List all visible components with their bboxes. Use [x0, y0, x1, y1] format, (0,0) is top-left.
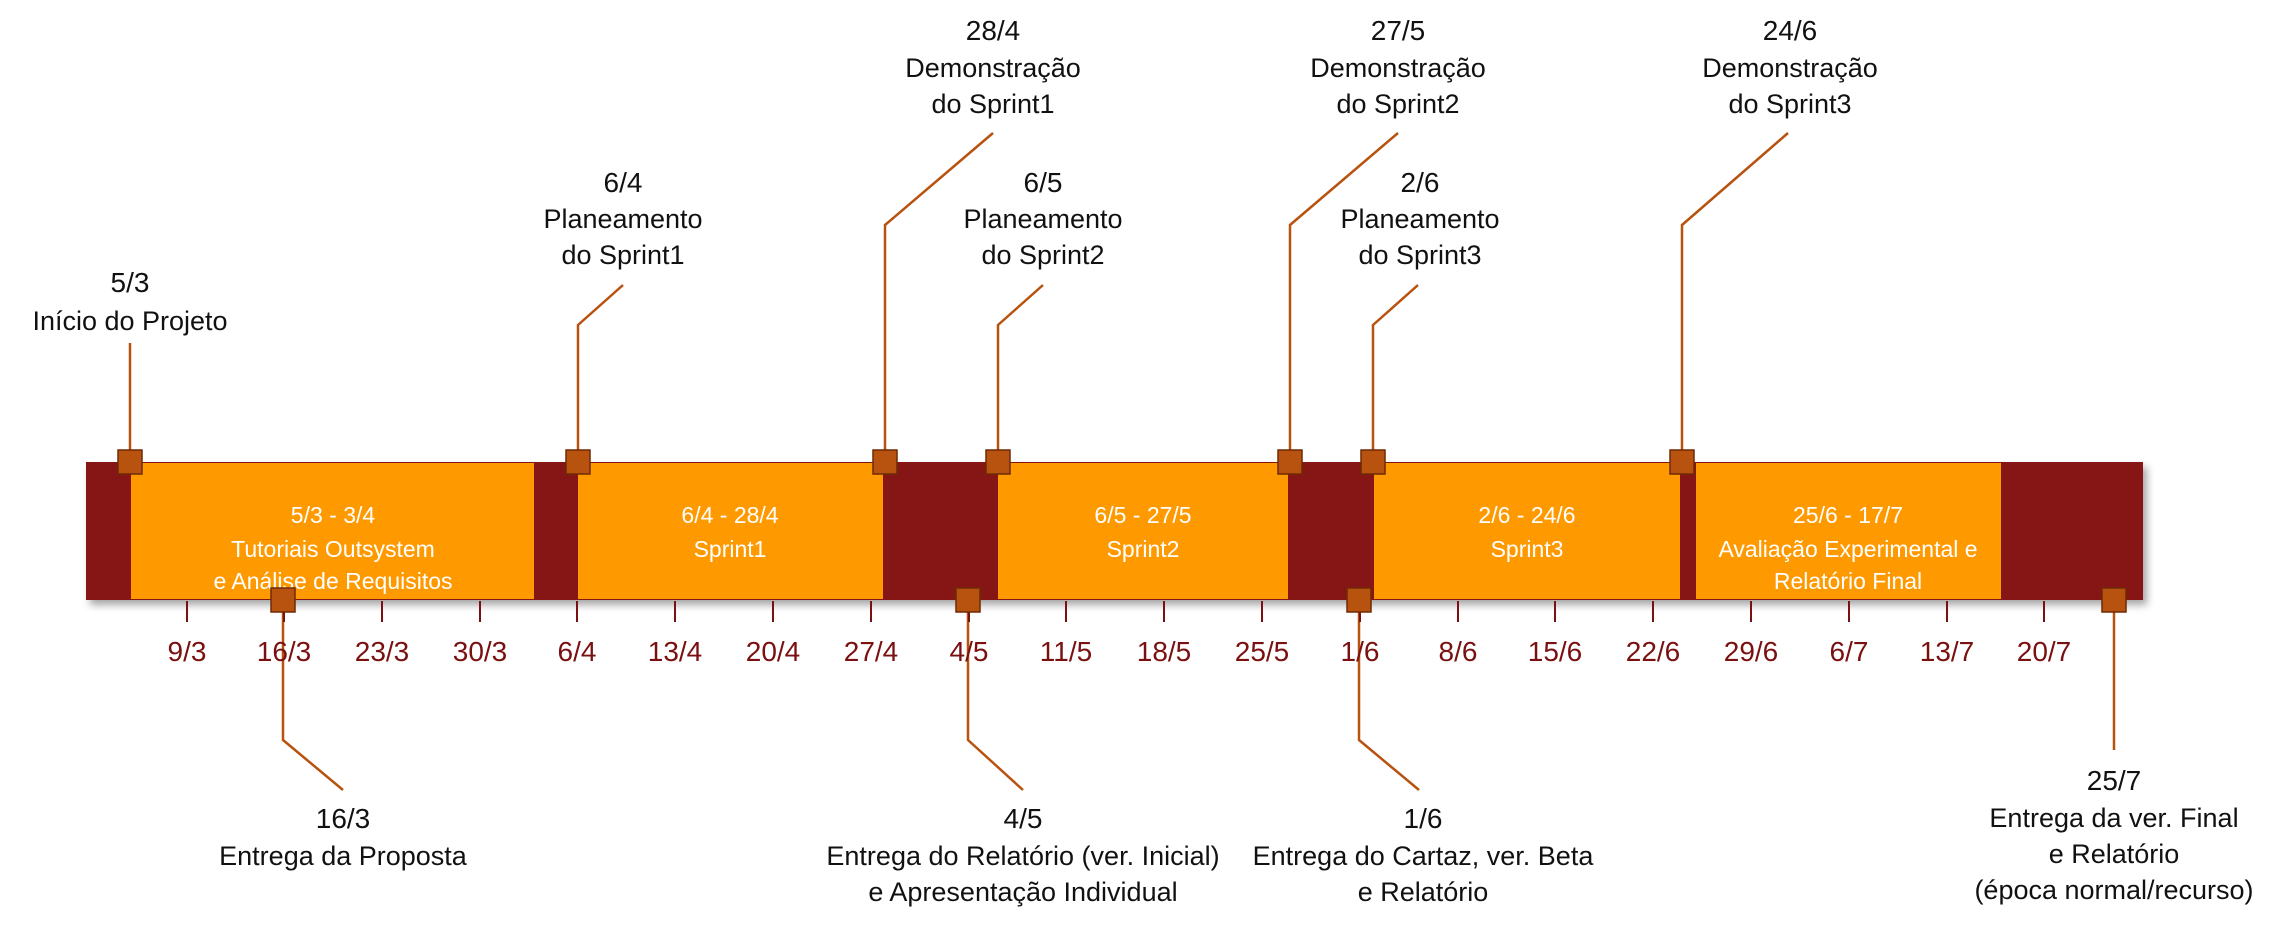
ticks — [186, 601, 2045, 622]
tick-labels: 9/3 16/3 23/3 30/3 6/4 13/4 20/4 27/4 4/… — [168, 636, 2072, 667]
ms-entrega-relatorio-line1: Entrega do Relatório (ver. Inicial) — [826, 841, 1219, 871]
ms-entrega-final-line1: Entrega da ver. Final — [1989, 803, 2238, 833]
ms-entrega-proposta-line1: Entrega da Proposta — [219, 841, 468, 871]
tick-label: 6/4 — [558, 636, 597, 667]
phase-sprint1-line1: Sprint1 — [694, 536, 767, 562]
ms-plan-sprint1-line1: Planeamento — [543, 204, 702, 234]
ms-demo-sprint1-date: 28/4 — [966, 15, 1021, 46]
phase-sprint2-block — [998, 463, 1288, 599]
phase-sprint2-dates: 6/5 - 27/5 — [1094, 502, 1191, 528]
ms-demo-sprint2-line1: Demonstração — [1310, 53, 1486, 83]
marker-demo-sprint1 — [872, 449, 898, 475]
ms-entrega-final-line3: (época normal/recurso) — [1974, 875, 2253, 905]
leader-plan-sprint2 — [996, 284, 1044, 460]
marker-plan-sprint1 — [565, 449, 591, 475]
tick-label: 13/7 — [1920, 636, 1975, 667]
tick-label: 4/5 — [950, 636, 989, 667]
phase-final-block — [1696, 463, 2001, 599]
ms-demo-sprint3-date: 24/6 — [1763, 15, 1818, 46]
leader-entrega-proposta — [281, 600, 344, 791]
tick-label: 15/6 — [1528, 636, 1583, 667]
ms-entrega-relatorio-line2: e Apresentação Individual — [868, 877, 1177, 907]
tick-label: 20/7 — [2017, 636, 2072, 667]
ms-demo-sprint3-line1: Demonstração — [1702, 53, 1878, 83]
phase-final-line1: Avaliação Experimental e — [1718, 536, 1977, 562]
ms-entrega-cartaz-date: 1/6 — [1404, 803, 1443, 834]
marker-plan-sprint3 — [1360, 449, 1386, 475]
marker-demo-sprint2 — [1277, 449, 1303, 475]
milestones-above: 5/3 Início do Projeto 6/4 Planeamento do… — [32, 15, 1877, 336]
ms-inicio-label: Início do Projeto — [32, 306, 227, 336]
phase-sprint1-block — [578, 463, 883, 599]
leader-plan-sprint3 — [1371, 284, 1419, 460]
ms-plan-sprint2-line2: do Sprint2 — [981, 240, 1104, 270]
ms-plan-sprint1-date: 6/4 — [604, 167, 643, 198]
leader-entrega-relatorio — [966, 600, 1024, 791]
tick-label: 13/4 — [648, 636, 703, 667]
tick-label: 9/3 — [168, 636, 207, 667]
ms-plan-sprint3-line2: do Sprint3 — [1358, 240, 1481, 270]
tick-label: 1/6 — [1341, 636, 1380, 667]
milestone-markers — [117, 449, 2127, 613]
marker-entrega-final — [2101, 587, 2127, 613]
leader-plan-sprint1 — [576, 284, 624, 460]
phases: 5/3 - 3/4 Tutoriais Outsystem e Análise … — [131, 463, 2001, 599]
ms-demo-sprint3-line2: do Sprint3 — [1728, 89, 1851, 119]
phase-sprint1-dates: 6/4 - 28/4 — [681, 502, 778, 528]
ms-plan-sprint2-date: 6/5 — [1024, 167, 1063, 198]
marker-plan-sprint2 — [985, 449, 1011, 475]
ms-entrega-final-date: 25/7 — [2087, 765, 2142, 796]
ms-plan-sprint3-line1: Planeamento — [1340, 204, 1499, 234]
phase-tutorials-line2: e Análise de Requisitos — [213, 568, 452, 594]
phase-tutorials-line1: Tutoriais Outsystem — [231, 536, 435, 562]
marker-entrega-cartaz — [1346, 587, 1372, 613]
phase-sprint3-block — [1374, 463, 1680, 599]
ms-inicio-date: 5/3 — [111, 267, 150, 298]
tick-label: 30/3 — [453, 636, 508, 667]
tick-label: 6/7 — [1830, 636, 1869, 667]
ms-demo-sprint1-line2: do Sprint1 — [931, 89, 1054, 119]
marker-entrega-relatorio — [955, 587, 981, 613]
milestones-below: 16/3 Entrega da Proposta 4/5 Entrega do … — [219, 765, 2253, 907]
leader-demo-sprint1 — [883, 132, 994, 460]
leader-entrega-cartaz — [1357, 600, 1420, 791]
tick-label: 16/3 — [257, 636, 312, 667]
tick-label: 20/4 — [746, 636, 801, 667]
ms-entrega-cartaz-line1: Entrega do Cartaz, ver. Beta — [1253, 841, 1595, 871]
ms-plan-sprint2-line1: Planeamento — [963, 204, 1122, 234]
tick-label: 22/6 — [1626, 636, 1681, 667]
tick-label: 23/3 — [355, 636, 410, 667]
tick-label: 18/5 — [1137, 636, 1192, 667]
marker-inicio — [117, 449, 143, 475]
leader-demo-sprint3 — [1680, 132, 1789, 460]
ms-entrega-cartaz-line2: e Relatório — [1358, 877, 1489, 907]
ms-entrega-proposta-date: 16/3 — [316, 803, 371, 834]
phase-tutorials-block — [131, 463, 534, 599]
tick-label: 29/6 — [1724, 636, 1779, 667]
tick-label: 8/6 — [1439, 636, 1478, 667]
tick-label: 27/4 — [844, 636, 899, 667]
leader-demo-sprint2 — [1288, 132, 1399, 460]
tick-label: 25/5 — [1235, 636, 1290, 667]
ms-demo-sprint1-line1: Demonstração — [905, 53, 1081, 83]
phase-sprint2-line1: Sprint2 — [1107, 536, 1180, 562]
phase-final-line2: Relatório Final — [1774, 568, 1922, 594]
ms-demo-sprint2-line2: do Sprint2 — [1336, 89, 1459, 119]
ms-plan-sprint1-line2: do Sprint1 — [561, 240, 684, 270]
phase-tutorials-dates: 5/3 - 3/4 — [291, 502, 376, 528]
marker-entrega-proposta — [270, 587, 296, 613]
leader-lines — [128, 132, 2116, 791]
phase-final-dates: 25/6 - 17/7 — [1793, 502, 1903, 528]
ms-demo-sprint2-date: 27/5 — [1371, 15, 1426, 46]
marker-demo-sprint3 — [1669, 449, 1695, 475]
phase-sprint3-dates: 2/6 - 24/6 — [1478, 502, 1575, 528]
ms-entrega-final-line2: e Relatório — [2049, 839, 2180, 869]
tick-label: 11/5 — [1040, 636, 1092, 667]
ms-plan-sprint3-date: 2/6 — [1401, 167, 1440, 198]
phase-sprint3-line1: Sprint3 — [1491, 536, 1564, 562]
ms-entrega-relatorio-date: 4/5 — [1004, 803, 1043, 834]
